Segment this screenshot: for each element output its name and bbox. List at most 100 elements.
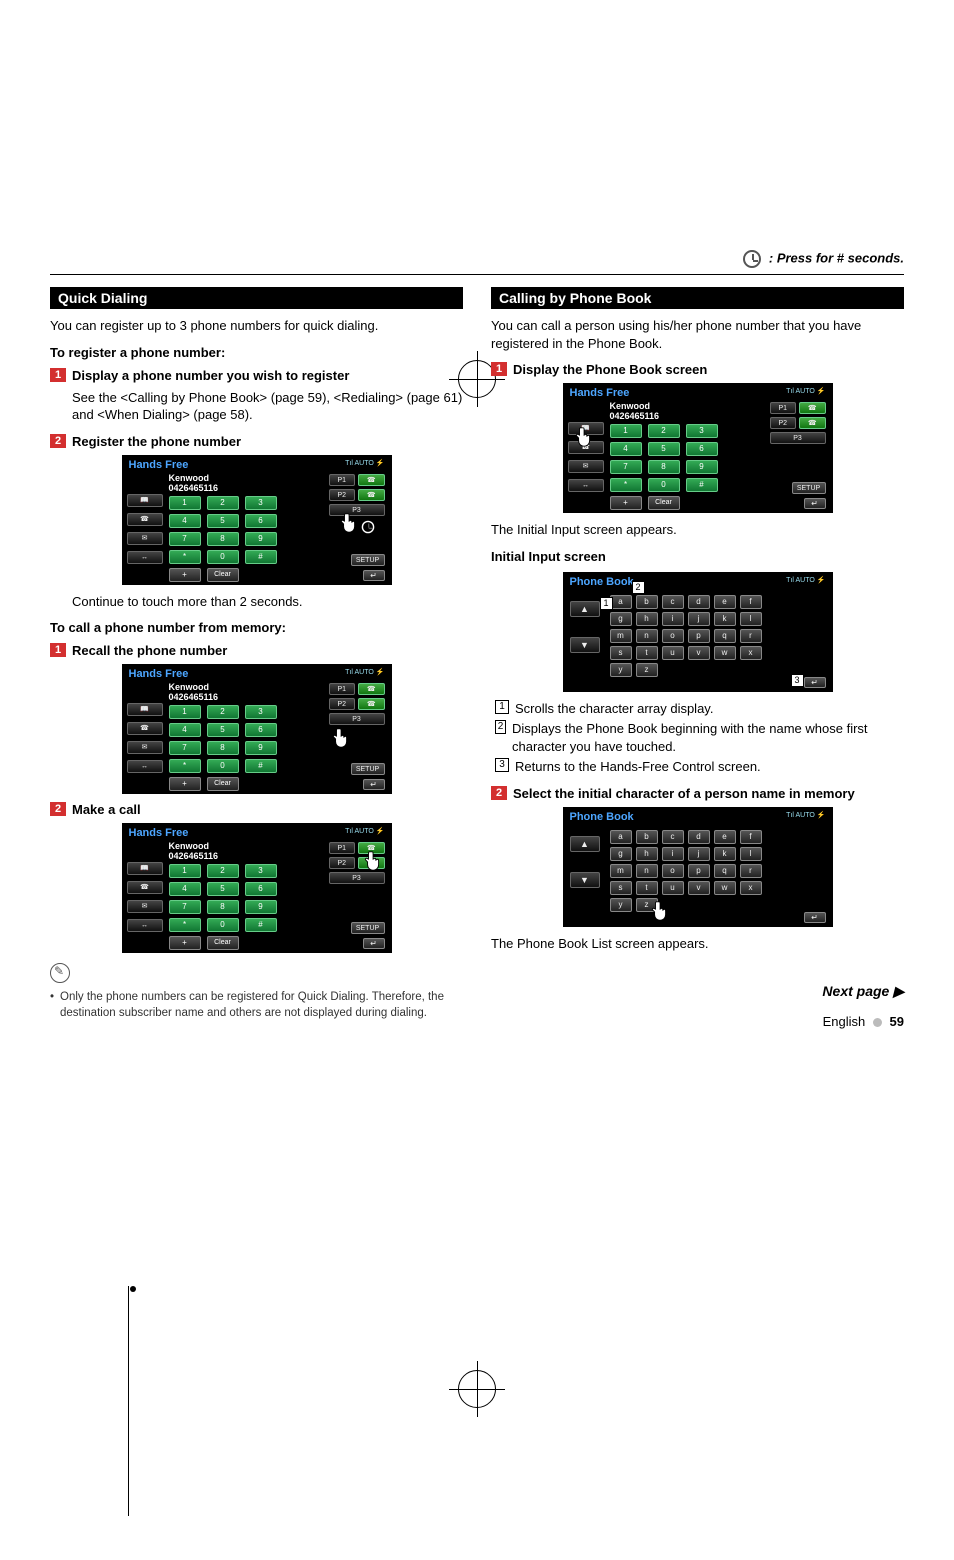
alpha-key[interactable]: r xyxy=(740,864,762,878)
alpha-key[interactable]: t xyxy=(636,646,658,660)
alpha-key[interactable]: o xyxy=(662,629,684,643)
keypad-0[interactable]: 0 xyxy=(207,550,239,564)
alpha-key[interactable]: w xyxy=(714,646,736,660)
swap-icon[interactable]: ↔ xyxy=(127,551,163,564)
keypad-plus[interactable]: + xyxy=(169,568,201,582)
preset-p3[interactable]: P3 xyxy=(770,432,826,444)
phonebook-icon[interactable]: 📖 xyxy=(127,862,163,875)
keypad-0[interactable]: 0 xyxy=(648,478,680,492)
phonebook-icon[interactable]: 📖 xyxy=(127,494,163,507)
preset-p2[interactable]: P2 xyxy=(770,417,797,429)
keypad-plus[interactable]: + xyxy=(610,496,642,510)
keypad-hash[interactable]: # xyxy=(245,918,277,932)
keypad-hash[interactable]: # xyxy=(686,478,718,492)
alpha-key[interactable]: g xyxy=(610,847,632,861)
alpha-key[interactable]: c xyxy=(662,595,684,609)
alpha-key[interactable]: o xyxy=(662,864,684,878)
keypad-clear[interactable]: Clear xyxy=(207,936,239,950)
phone-icon[interactable]: ☎ xyxy=(127,722,163,735)
return-button[interactable]: ↵ xyxy=(804,677,826,688)
alpha-key[interactable]: h xyxy=(636,847,658,861)
return-button[interactable]: ↵ xyxy=(363,938,385,949)
preset-p1[interactable]: P1 xyxy=(329,842,356,854)
preset-p1[interactable]: P1 xyxy=(329,683,356,695)
keypad-hash[interactable]: # xyxy=(245,759,277,773)
alpha-key[interactable]: q xyxy=(714,864,736,878)
preset-call-icon[interactable]: ☎ xyxy=(358,489,385,501)
alpha-key[interactable]: y xyxy=(610,663,632,677)
mail-icon[interactable]: ✉ xyxy=(127,532,163,545)
keypad-5[interactable]: 5 xyxy=(648,442,680,456)
preset-call-icon[interactable]: ☎ xyxy=(358,698,385,710)
return-button[interactable]: ↵ xyxy=(804,912,826,923)
preset-p2[interactable]: P2 xyxy=(329,857,356,869)
keypad-9[interactable]: 9 xyxy=(245,741,277,755)
alpha-key[interactable]: i xyxy=(662,612,684,626)
return-button[interactable]: ↵ xyxy=(804,498,826,509)
return-button[interactable]: ↵ xyxy=(363,570,385,581)
mail-icon[interactable]: ✉ xyxy=(568,460,604,473)
keypad-3[interactable]: 3 xyxy=(245,705,277,719)
preset-call-icon[interactable]: ☎ xyxy=(358,683,385,695)
alpha-key[interactable]: m xyxy=(610,629,632,643)
preset-p1[interactable]: P1 xyxy=(329,474,356,486)
keypad-3[interactable]: 3 xyxy=(686,424,718,438)
setup-button[interactable]: SETUP xyxy=(351,922,385,934)
keypad-star[interactable]: * xyxy=(169,918,201,932)
alpha-key[interactable]: x xyxy=(740,881,762,895)
preset-call-icon[interactable]: ☎ xyxy=(799,417,826,429)
alpha-key[interactable]: k xyxy=(714,847,736,861)
alpha-key[interactable]: m xyxy=(610,864,632,878)
keypad-6[interactable]: 6 xyxy=(245,882,277,896)
keypad-plus[interactable]: + xyxy=(169,777,201,791)
alpha-key[interactable]: j xyxy=(688,847,710,861)
alpha-key[interactable]: r xyxy=(740,629,762,643)
setup-button[interactable]: SETUP xyxy=(351,763,385,775)
alpha-key[interactable]: v xyxy=(688,881,710,895)
keypad-1[interactable]: 1 xyxy=(169,496,201,510)
alpha-key[interactable]: l xyxy=(740,612,762,626)
keypad-star[interactable]: * xyxy=(169,550,201,564)
alpha-key[interactable]: p xyxy=(688,864,710,878)
alpha-key[interactable]: i xyxy=(662,847,684,861)
scroll-up[interactable]: ▲ xyxy=(570,836,600,852)
preset-p3[interactable]: P3 xyxy=(329,872,385,884)
preset-call-icon[interactable]: ☎ xyxy=(799,402,826,414)
swap-icon[interactable]: ↔ xyxy=(127,919,163,932)
alpha-key[interactable]: e xyxy=(714,830,736,844)
setup-button[interactable]: SETUP xyxy=(351,554,385,566)
keypad-8[interactable]: 8 xyxy=(207,741,239,755)
keypad-clear[interactable]: Clear xyxy=(207,568,239,582)
keypad-7[interactable]: 7 xyxy=(169,532,201,546)
scroll-up[interactable]: ▲ xyxy=(570,601,600,617)
alpha-key[interactable]: q xyxy=(714,629,736,643)
keypad-clear[interactable]: Clear xyxy=(648,496,680,510)
keypad-9[interactable]: 9 xyxy=(245,532,277,546)
alpha-key[interactable]: p xyxy=(688,629,710,643)
alpha-key[interactable]: x xyxy=(740,646,762,660)
alpha-key[interactable]: b xyxy=(636,595,658,609)
keypad-5[interactable]: 5 xyxy=(207,882,239,896)
alpha-key[interactable]: c xyxy=(662,830,684,844)
alpha-key[interactable]: j xyxy=(688,612,710,626)
alpha-key[interactable]: n xyxy=(636,629,658,643)
preset-p1[interactable]: P1 xyxy=(770,402,797,414)
keypad-4[interactable]: 4 xyxy=(610,442,642,456)
keypad-7[interactable]: 7 xyxy=(169,741,201,755)
alpha-key[interactable]: t xyxy=(636,881,658,895)
keypad-0[interactable]: 0 xyxy=(207,759,239,773)
keypad-clear[interactable]: Clear xyxy=(207,777,239,791)
keypad-1[interactable]: 1 xyxy=(169,705,201,719)
alpha-key[interactable]: d xyxy=(688,830,710,844)
keypad-5[interactable]: 5 xyxy=(207,514,239,528)
keypad-2[interactable]: 2 xyxy=(207,864,239,878)
keypad-4[interactable]: 4 xyxy=(169,514,201,528)
keypad-7[interactable]: 7 xyxy=(169,900,201,914)
alpha-key[interactable]: s xyxy=(610,646,632,660)
alpha-key[interactable]: n xyxy=(636,864,658,878)
keypad-5[interactable]: 5 xyxy=(207,723,239,737)
keypad-2[interactable]: 2 xyxy=(648,424,680,438)
alpha-key[interactable]: h xyxy=(636,612,658,626)
keypad-4[interactable]: 4 xyxy=(169,882,201,896)
phonebook-icon[interactable]: 📖 xyxy=(127,703,163,716)
